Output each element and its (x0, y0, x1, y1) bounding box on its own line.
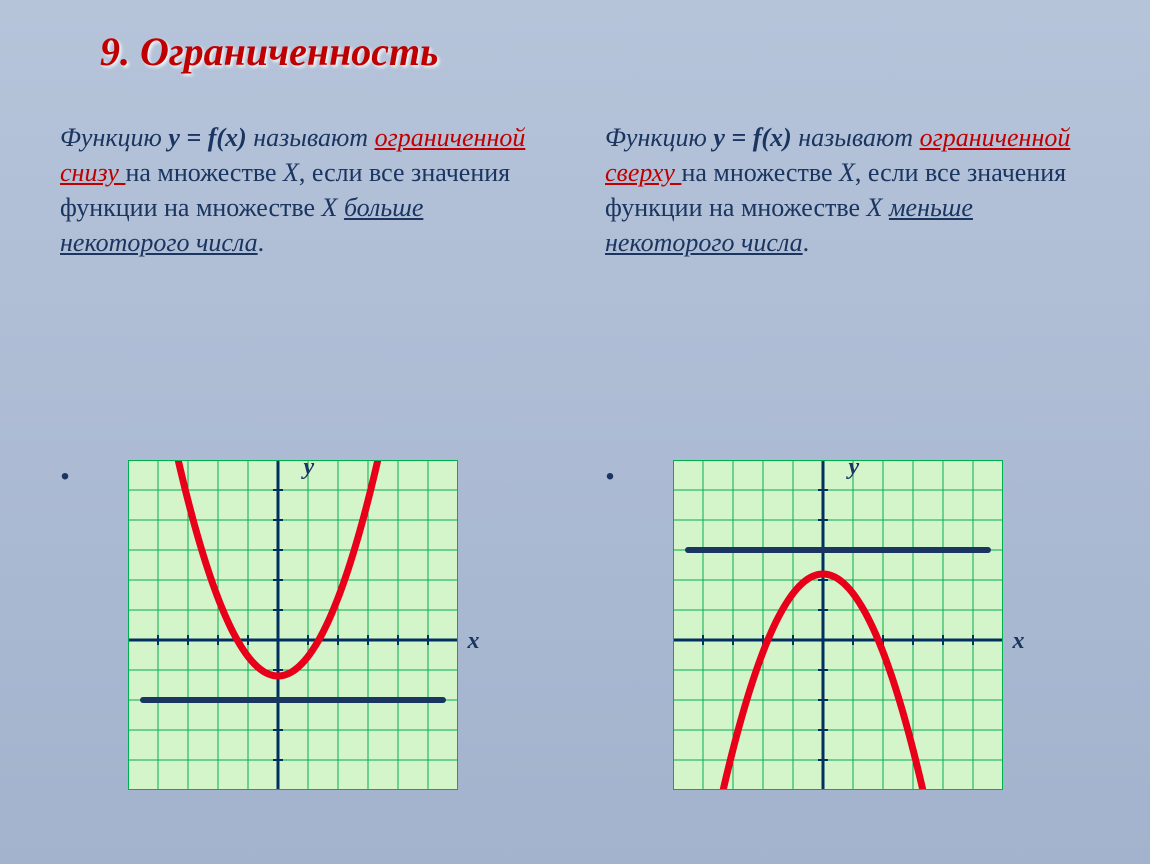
bullet-right: . (605, 442, 615, 489)
l-fx: y = f(x) (168, 123, 246, 152)
right-column: Функцию y = f(x) называют ограниченной с… (605, 120, 1090, 260)
r-post: называют (792, 123, 920, 152)
chart-right-svg (673, 460, 1003, 790)
r-X2: X (867, 193, 883, 222)
l-l2: на множестве (125, 158, 283, 187)
r-dot: . (803, 228, 810, 257)
l-pre: Функцию (60, 123, 168, 152)
l-post: называют (247, 123, 375, 152)
r-fx: y = f(x) (713, 123, 791, 152)
chart-right-x-label: x (1013, 628, 1025, 655)
charts-row: . y x . y x (60, 460, 1090, 810)
chart-right: y x (673, 460, 1023, 810)
chart-left-x-label: x (468, 628, 480, 655)
r-X: X (839, 158, 855, 187)
chart-right-holder: . y x (605, 460, 1090, 810)
r-pre: Функцию (605, 123, 713, 152)
r-l2: на множестве (681, 158, 839, 187)
l-dot: . (258, 228, 265, 257)
l-X: X (283, 158, 299, 187)
content-row: Функцию y = f(x) называют ограниченной с… (60, 120, 1090, 260)
chart-left-holder: . y x (60, 460, 545, 810)
chart-left-y-label: y (304, 454, 315, 481)
left-column: Функцию y = f(x) называют ограниченной с… (60, 120, 545, 260)
l-X2: X (322, 193, 338, 222)
slide-title: 9. Ограниченность (100, 28, 438, 75)
bullet-left: . (60, 442, 70, 489)
chart-left-svg (128, 460, 458, 790)
chart-left: y x (128, 460, 478, 810)
chart-right-y-label: y (849, 454, 860, 481)
